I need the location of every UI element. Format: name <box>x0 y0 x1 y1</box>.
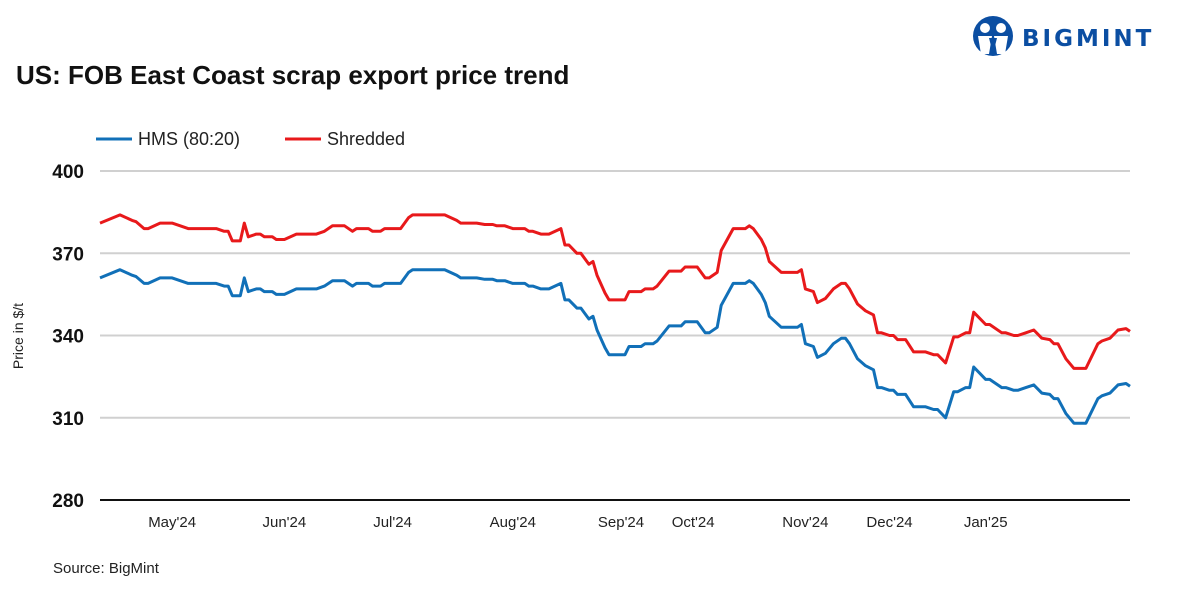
gridlines <box>100 170 1130 501</box>
x-tick-label: Sep'24 <box>598 514 644 531</box>
legend-label-hms: HMS (80:20) <box>138 129 240 149</box>
y-tick-label: 340 <box>52 327 84 348</box>
y-axis-label: Price in $/t <box>10 303 26 369</box>
series-line-shredded <box>99 213 1131 370</box>
y-tick-label: 280 <box>52 491 84 512</box>
x-tick-label: Dec'24 <box>866 514 912 531</box>
series-lines <box>99 213 1131 425</box>
y-tick-label: 370 <box>52 244 84 265</box>
x-tick-label: Jul'24 <box>373 514 412 531</box>
x-tick-label: Nov'24 <box>782 514 828 531</box>
x-tick-label: Aug'24 <box>490 514 536 531</box>
bigmint-logo-text: BIGMINT <box>1022 26 1154 52</box>
bigmint-logo-icon <box>973 16 1013 56</box>
x-tick-label: Oct'24 <box>672 514 715 531</box>
x-axis-ticks: May'24 Jun'24 Jul'24 Aug'24 Sep'24 Oct'24 Nov'… <box>148 514 1007 531</box>
bigmint-logo: BIGMINT <box>973 16 1154 56</box>
y-axis-ticks: 280 310 340 370 400 <box>52 162 84 512</box>
y-tick-label: 400 <box>52 162 84 183</box>
x-tick-label: Jan'25 <box>964 514 1008 531</box>
y-tick-label: 310 <box>52 409 84 430</box>
series-line-hms <box>99 268 1131 425</box>
chart-title: US: FOB East Coast scrap export price tr… <box>16 60 569 90</box>
x-tick-label: May'24 <box>148 514 196 531</box>
source-note: Source: BigMint <box>53 560 160 577</box>
x-tick-label: Jun'24 <box>262 514 306 531</box>
legend-label-shredded: Shredded <box>327 129 405 149</box>
legend: HMS (80:20) Shredded <box>96 129 405 149</box>
